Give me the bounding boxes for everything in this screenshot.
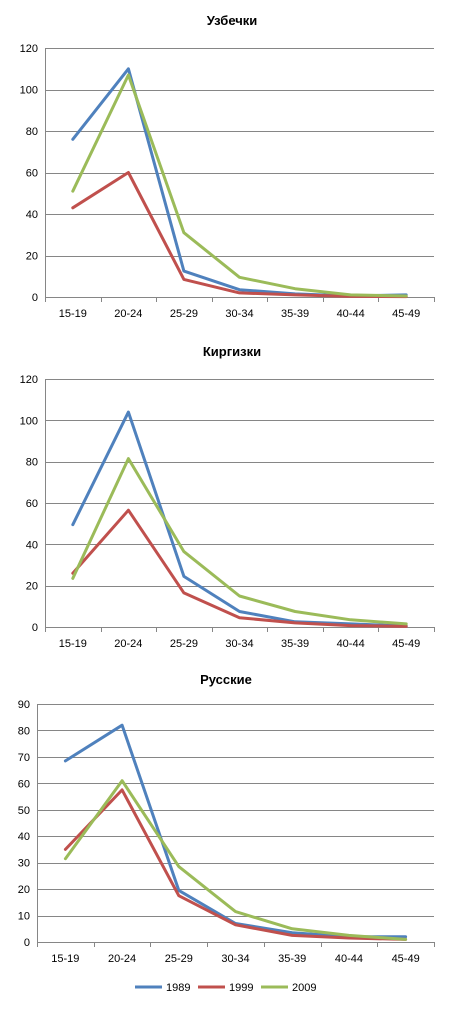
series-line-2009 [71, 73, 408, 298]
y-tick-label: 40 [26, 209, 38, 221]
x-tick-label: 15-19 [59, 638, 87, 650]
x-tick-label: 30-34 [221, 953, 249, 965]
x-tick-label: 25-29 [165, 953, 193, 965]
series-line-2009 [71, 457, 408, 626]
series-line-2009 [63, 779, 408, 941]
series-line-1989 [71, 410, 408, 628]
y-tick-label: 40 [18, 831, 30, 843]
y-tick-label: 0 [24, 937, 30, 949]
x-tick-label: 45-49 [392, 308, 420, 320]
series-line-1999 [63, 788, 408, 941]
series-line-1989 [63, 723, 408, 939]
x-tick-label: 20-24 [114, 308, 142, 320]
chart-title: Русские [200, 672, 252, 687]
x-tick-labels: 15-19 20-24 25-29 30-34 35-39 40-44 45-4… [59, 638, 421, 650]
gridlines [45, 379, 434, 587]
y-tick-label: 100 [20, 85, 38, 97]
legend: 1989 1999 2009 [135, 982, 316, 994]
gridlines [45, 48, 434, 257]
legend-label-2009: 2009 [292, 982, 316, 994]
gridlines [37, 704, 434, 917]
y-tick-label: 40 [26, 539, 38, 551]
chart-title: Узбечки [207, 13, 258, 28]
series-lines [71, 67, 408, 299]
y-tick-label: 90 [18, 699, 30, 711]
y-tick-labels: 0 20 40 60 80 100 120 [20, 374, 38, 634]
chart-russian: Русские 0 10 20 30 40 50 60 70 80 90 15-19 20-24 … [18, 672, 435, 965]
x-tick-label: 30-34 [225, 308, 253, 320]
x-tick-label: 20-24 [114, 638, 142, 650]
axes [45, 379, 435, 632]
y-tick-label: 20 [26, 251, 38, 263]
x-tick-label: 40-44 [335, 953, 363, 965]
x-tick-label: 35-39 [281, 308, 309, 320]
y-tick-label: 60 [18, 778, 30, 790]
y-tick-label: 0 [32, 622, 38, 634]
y-tick-label: 60 [26, 168, 38, 180]
x-tick-label: 25-29 [170, 638, 198, 650]
legend-label-1999: 1999 [229, 982, 253, 994]
y-tick-label: 70 [18, 752, 30, 764]
axes [37, 704, 435, 947]
x-tick-label: 40-44 [337, 638, 365, 650]
y-tick-labels: 0 10 20 30 40 50 60 70 80 90 [18, 699, 30, 949]
y-tick-label: 20 [26, 581, 38, 593]
y-tick-label: 50 [18, 805, 30, 817]
x-tick-label: 20-24 [108, 953, 136, 965]
y-tick-label: 80 [26, 457, 38, 469]
y-tick-label: 120 [20, 43, 38, 55]
x-tick-labels: 15-19 20-24 25-29 30-34 35-39 40-44 45-4… [51, 953, 419, 965]
x-tick-label: 15-19 [51, 953, 79, 965]
series-line-1999 [71, 508, 408, 628]
x-tick-labels: 15-19 20-24 25-29 30-34 35-39 40-44 45-4… [59, 308, 421, 320]
chart-kyrgyz: Киргизки 0 20 40 60 80 100 120 15-19 20-24 25-… [20, 344, 435, 650]
series-lines [71, 410, 408, 628]
y-tick-label: 0 [32, 292, 38, 304]
chart-uzbek: Узбечки 0 20 40 60 80 100 120 15-19 20-24 25-2… [20, 13, 435, 320]
x-tick-label: 15-19 [59, 308, 87, 320]
y-tick-label: 30 [18, 858, 30, 870]
y-tick-label: 100 [20, 415, 38, 427]
y-tick-label: 80 [26, 126, 38, 138]
x-tick-label: 25-29 [170, 308, 198, 320]
axes [45, 48, 435, 302]
x-tick-label: 35-39 [281, 638, 309, 650]
y-tick-label: 20 [18, 884, 30, 896]
x-tick-label: 30-34 [225, 638, 253, 650]
y-tick-label: 10 [18, 911, 30, 923]
series-lines [63, 723, 408, 941]
legend-label-1989: 1989 [166, 982, 190, 994]
y-tick-label: 120 [20, 374, 38, 386]
chart-title: Киргизки [203, 344, 261, 359]
y-tick-labels: 0 20 40 60 80 100 120 [20, 43, 38, 304]
y-tick-label: 80 [18, 725, 30, 737]
x-tick-label: 40-44 [337, 308, 365, 320]
x-tick-label: 45-49 [392, 953, 420, 965]
series-line-1989 [71, 67, 408, 298]
y-tick-label: 60 [26, 498, 38, 510]
x-tick-label: 45-49 [392, 638, 420, 650]
x-tick-label: 35-39 [278, 953, 306, 965]
